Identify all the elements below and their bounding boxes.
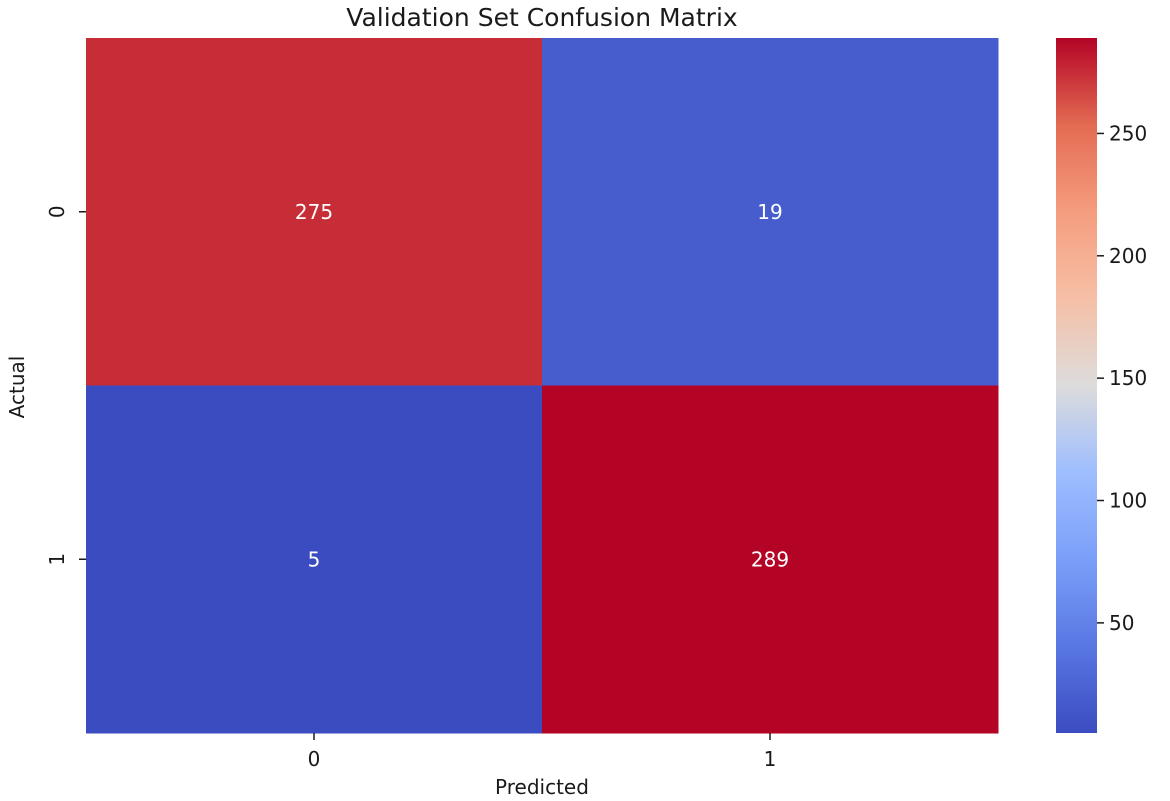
heatmap-cell — [86, 38, 543, 386]
cell-value-label: 289 — [751, 547, 789, 571]
colorbar-tick-label: 250 — [1109, 121, 1147, 145]
heatmap-cell — [542, 385, 999, 734]
heatmap-cell — [542, 38, 999, 386]
heatmap-cells: 275 19 5 289 — [86, 38, 999, 734]
colorbar-gradient — [1056, 38, 1097, 733]
y-tick-label: 0 — [45, 205, 69, 218]
chart-title: Validation Set Confusion Matrix — [346, 3, 737, 32]
x-tick-label: 0 — [308, 747, 321, 771]
x-axis-label: Predicted — [495, 775, 589, 799]
colorbar-tick-label: 50 — [1109, 611, 1134, 635]
colorbar-tick-label: 150 — [1109, 366, 1147, 390]
y-axis-label: Actual — [5, 356, 29, 419]
cell-value-label: 275 — [295, 200, 333, 224]
cell-value-label: 19 — [757, 200, 782, 224]
colorbar-tick-label: 100 — [1109, 489, 1147, 513]
y-tick-label: 1 — [45, 553, 69, 566]
cell-value-label: 5 — [308, 547, 321, 571]
colorbar-ticks: 50 100 150 200 250 — [1097, 121, 1147, 635]
heatmap-cell — [86, 385, 543, 734]
colorbar: 50 100 150 200 250 — [1056, 38, 1147, 733]
y-axis: 01 — [45, 205, 86, 566]
x-tick-label: 1 — [764, 747, 777, 771]
colorbar-tick-label: 200 — [1109, 244, 1147, 268]
